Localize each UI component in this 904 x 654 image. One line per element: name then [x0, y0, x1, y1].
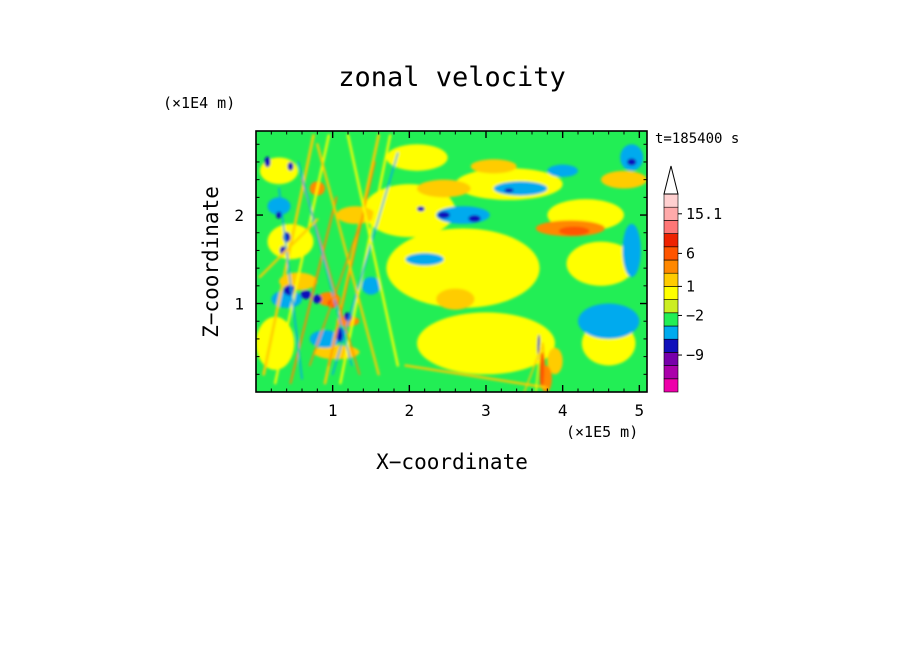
colorbar-level-1 [663, 365, 679, 380]
contour-region-24 [627, 158, 637, 166]
colorbar-label: −9 [686, 346, 704, 364]
contour-region-44 [287, 161, 294, 171]
colorbar-level-5 [663, 312, 679, 327]
y-tick-label: 2 [234, 206, 244, 225]
contour-region-45 [264, 156, 271, 168]
colorbar-label: 1 [686, 277, 695, 295]
y-tick-label: 1 [234, 295, 244, 314]
contour-fields [256, 134, 647, 392]
contour-region-13 [601, 170, 647, 189]
colorbar-label: 6 [686, 244, 695, 262]
contour-region-50 [547, 347, 563, 375]
colorbar-level-2 [663, 352, 679, 366]
y-axis-ticks: 12 [234, 143, 647, 375]
colorbar-level-12 [663, 220, 679, 234]
contour-region-31 [336, 206, 375, 224]
colorbar-level-9 [663, 259, 679, 274]
y-axis-unit: (×1E4 m) [163, 94, 235, 112]
contour-region-40 [283, 284, 296, 296]
contour-stripe-16 [542, 342, 548, 392]
contour-region-28 [256, 316, 295, 370]
contour-region-8 [436, 288, 475, 310]
contour-stripe-7 [331, 152, 399, 376]
colorbar-level-14 [663, 193, 679, 208]
contour-stripe-17 [523, 346, 542, 392]
contour-region-49 [275, 211, 283, 219]
contour-region-36 [267, 197, 291, 216]
contour-stripe-14 [404, 364, 549, 389]
colorbar-level-0 [663, 378, 679, 393]
contour-region-1 [417, 312, 555, 375]
x-tick-label: 2 [405, 401, 415, 420]
contour-region-17 [578, 303, 640, 339]
contour-region-25 [417, 206, 425, 212]
contour-stripe-1 [274, 134, 330, 385]
contour-stripe-0 [262, 134, 315, 376]
contour-region-42 [312, 294, 322, 304]
colorbar-label: −2 [686, 306, 704, 324]
contour-region-7 [386, 144, 448, 171]
colorbar-level-3 [663, 338, 679, 353]
time-label: t=185400 s [655, 131, 739, 147]
contour-region-52 [539, 352, 545, 388]
colorbar: 15.1 6 1 −2 −9 [663, 165, 722, 393]
contour-region-22 [468, 215, 481, 223]
contour-stripe-12 [308, 214, 365, 367]
x-tick-label: 3 [481, 401, 491, 420]
contour-region-41 [300, 290, 312, 300]
x-axis-unit: (×1E5 m) [566, 423, 638, 441]
contour-region-23 [504, 188, 514, 193]
colorbar-level-11 [663, 233, 679, 248]
contour-region-4 [363, 184, 456, 238]
contour-region-9 [417, 179, 471, 198]
colorbar-level-8 [663, 272, 679, 287]
colorbar-level-4 [663, 325, 679, 340]
contour-stripe-15 [535, 329, 543, 392]
colorbar-level-6 [663, 299, 679, 314]
contour-region-38 [361, 276, 381, 295]
y-axis-label: Z−coordinate [199, 186, 223, 338]
contour-region-0 [386, 228, 540, 308]
x-axis-label: X−coordinate [376, 450, 528, 474]
contour-region-20 [622, 223, 641, 277]
contour-stripe-3 [278, 187, 303, 380]
contour-region-18 [547, 164, 579, 178]
colorbar-label: 15.1 [686, 205, 722, 223]
plot-frame [255, 130, 648, 393]
contour-stripe-6 [328, 161, 376, 367]
contour-stripe-10 [297, 161, 353, 367]
contour-region-10 [470, 159, 517, 174]
contour-region-16 [405, 253, 444, 266]
contour-region-14 [493, 181, 548, 196]
colorbar-extend-arrow [663, 165, 679, 195]
contour-stripe-11 [346, 134, 399, 367]
x-tick-label: 4 [558, 401, 568, 420]
contour-region-12 [558, 226, 590, 236]
x-axis-ticks: 1 2 3 4 5 [270, 131, 645, 420]
contour-stripe-13 [258, 218, 319, 279]
contour-region-19 [620, 144, 644, 171]
contour-region-2 [566, 241, 636, 286]
x-tick-label: 1 [328, 401, 338, 420]
colorbar-level-7 [663, 286, 679, 300]
colorbar-level-13 [663, 206, 679, 221]
contour-stripe-5 [339, 134, 392, 385]
chart-title: zonal velocity [338, 62, 566, 93]
colorbar-level-10 [663, 246, 679, 261]
x-tick-label: 5 [635, 401, 645, 420]
contour-region-21 [437, 211, 450, 219]
